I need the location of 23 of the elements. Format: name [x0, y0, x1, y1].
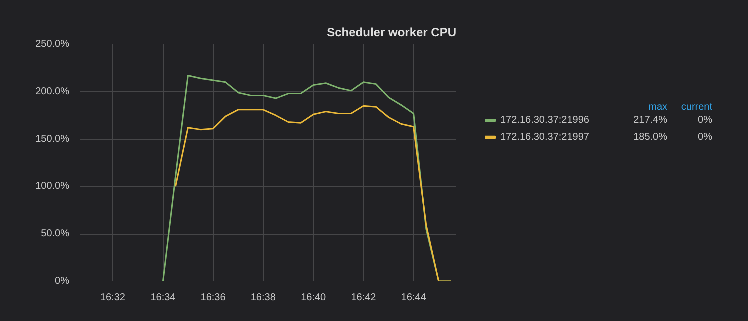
y-tick-label: 200.0% — [36, 86, 70, 98]
x-tick-label: 16:40 — [301, 292, 327, 304]
line-series — [174, 105, 452, 282]
chart-title: Scheduler worker CPU — [327, 26, 456, 40]
y-tick-label: 250.0% — [36, 39, 70, 50]
y-tick-label: 150.0% — [36, 134, 70, 145]
text: 217.4% — [634, 115, 668, 126]
x-tick-label: 16:34 — [150, 292, 176, 304]
y-tick-label: 50.0% — [41, 228, 70, 240]
text: 185.0% — [634, 132, 668, 144]
text: max — [648, 102, 668, 113]
text: 0% — [698, 132, 713, 144]
x-tick-label: 16:32 — [100, 292, 126, 304]
x-tick-label: 16:36 — [200, 292, 226, 304]
legend-label: 172.16.30.37:21997 — [500, 132, 590, 144]
x-tick-label: 16:38 — [250, 292, 276, 304]
y-tick-label: 100.0% — [36, 181, 70, 192]
x-tick-label: 16:44 — [401, 292, 427, 304]
y-tick-label: 0% — [55, 276, 70, 287]
text: 0% — [698, 115, 713, 126]
text: current — [681, 102, 713, 113]
legend-label: 172.16.30.37:21996 — [500, 115, 590, 126]
x-tick-label: 16:42 — [351, 292, 377, 304]
